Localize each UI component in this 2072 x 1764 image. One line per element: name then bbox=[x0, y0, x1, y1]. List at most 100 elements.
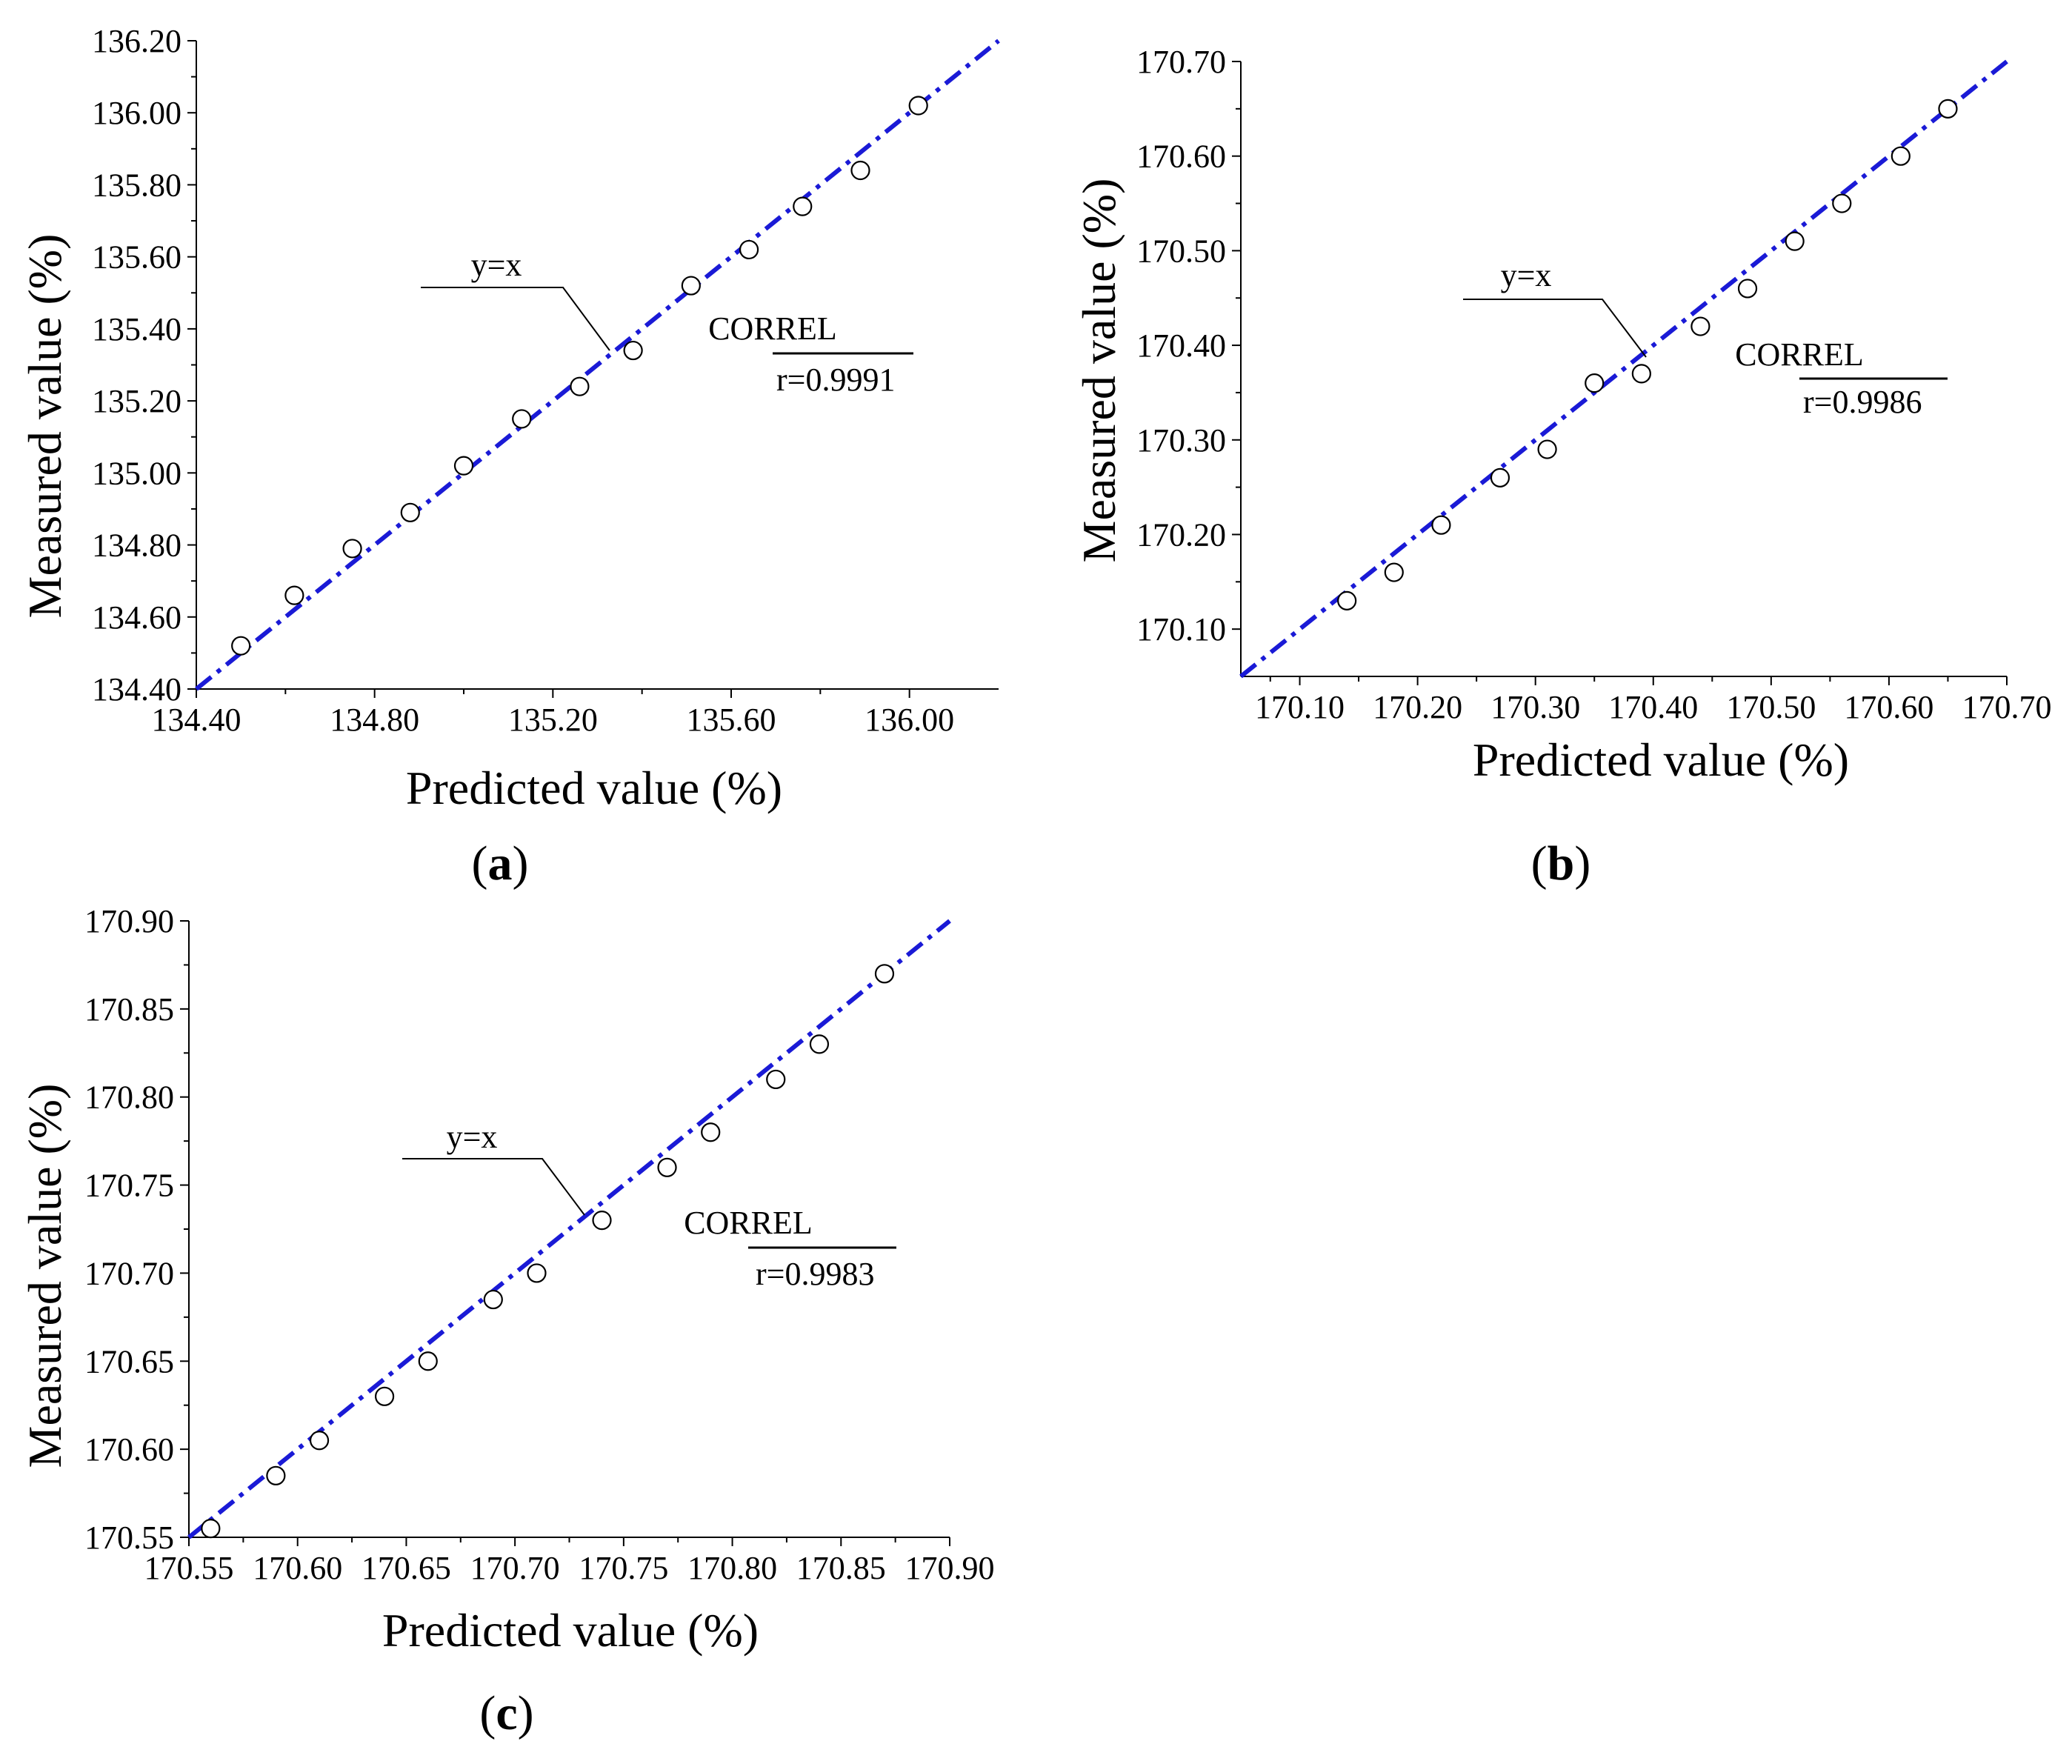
y-tick-label-b: 170.70 bbox=[1136, 44, 1226, 80]
x-axis-title-b: Predicted value (%) bbox=[1473, 733, 1849, 786]
data-point-b bbox=[1631, 364, 1651, 384]
y-tick-label-a: 136.20 bbox=[92, 23, 181, 59]
x-tick-label-b: 170.10 bbox=[1255, 689, 1345, 725]
data-point-b bbox=[1337, 590, 1357, 610]
y-tick-label-b: 170.10 bbox=[1136, 611, 1226, 648]
x-tick-label-c: 170.65 bbox=[362, 1550, 451, 1586]
x-tick-label-a: 136.00 bbox=[865, 702, 954, 738]
data-point-a bbox=[623, 340, 643, 361]
x-axis-title-c: Predicted value (%) bbox=[382, 1604, 759, 1657]
data-point-c bbox=[418, 1351, 438, 1371]
data-point-b bbox=[1690, 316, 1710, 336]
data-point-c bbox=[374, 1386, 395, 1406]
panel-label-letter-c: c bbox=[496, 1686, 517, 1740]
data-point-c bbox=[701, 1122, 721, 1142]
panel-label-open-b: ( bbox=[1531, 836, 1548, 891]
data-point-a bbox=[793, 196, 813, 216]
y-tick-label-c: 170.70 bbox=[84, 1255, 174, 1291]
y-tick-label-c: 170.55 bbox=[84, 1520, 174, 1556]
correl-value-a: r=0.9991 bbox=[776, 362, 895, 398]
x-tick-label-b: 170.60 bbox=[1844, 689, 1933, 725]
data-point-a bbox=[850, 160, 870, 181]
data-point-b bbox=[1431, 515, 1451, 535]
y-axis-title-c: Measured value (%) bbox=[19, 1084, 71, 1468]
data-point-a bbox=[739, 239, 759, 260]
data-point-c bbox=[483, 1289, 503, 1310]
y-tick-label-c: 170.65 bbox=[84, 1343, 174, 1379]
y-tick-label-b: 170.30 bbox=[1136, 422, 1226, 459]
y-tick-label-a: 135.20 bbox=[92, 383, 181, 419]
data-point-c bbox=[527, 1263, 547, 1283]
y-axis-title-b: Measured value (%) bbox=[1073, 179, 1125, 563]
x-tick-label-a: 134.80 bbox=[330, 702, 419, 738]
y-tick-label-a: 135.60 bbox=[92, 239, 181, 276]
reference-line-leader-a bbox=[421, 287, 610, 351]
data-point-b bbox=[1384, 562, 1404, 582]
y-tick-label-b: 170.60 bbox=[1136, 139, 1226, 175]
reference-line-label-a: y=x bbox=[471, 247, 522, 283]
y-tick-label-a: 134.80 bbox=[92, 527, 181, 564]
data-point-c bbox=[657, 1157, 677, 1177]
reference-line-c bbox=[187, 919, 951, 1540]
data-point-b bbox=[1490, 467, 1510, 487]
data-point-b bbox=[1737, 279, 1758, 299]
panel-label-b: (b) bbox=[1531, 836, 1591, 891]
x-tick-label-b: 170.70 bbox=[1962, 689, 2052, 725]
data-point-c bbox=[201, 1519, 221, 1539]
data-point-b bbox=[1938, 99, 1958, 119]
y-tick-label-a: 135.00 bbox=[92, 455, 181, 491]
panel-label-a: (a) bbox=[472, 836, 529, 891]
reference-line-label-b: y=x bbox=[1501, 257, 1552, 293]
y-tick-label-a: 135.80 bbox=[92, 167, 181, 203]
data-point-a bbox=[908, 96, 928, 116]
panel-label-letter-a: a bbox=[488, 836, 513, 891]
chart-panel-b: 170.10 170.20 170.30 170.40 170.50 170.60 170.… bbox=[1073, 44, 2052, 891]
x-tick-label-c: 170.75 bbox=[579, 1550, 668, 1586]
y-tick-label-c: 170.75 bbox=[84, 1168, 174, 1204]
y-axis-title-a: Measured value (%) bbox=[19, 234, 71, 619]
y-tick-label-a: 134.60 bbox=[92, 599, 181, 636]
x-axis-title-a: Predicted value (%) bbox=[406, 762, 782, 814]
data-point-a bbox=[400, 502, 420, 522]
data-point-c bbox=[592, 1211, 612, 1231]
data-point-a bbox=[342, 539, 362, 559]
data-point-a bbox=[570, 376, 590, 396]
y-tick-label-c: 170.80 bbox=[84, 1079, 174, 1116]
panel-label-c: (c) bbox=[479, 1686, 533, 1740]
panel-label-open-c: ( bbox=[479, 1686, 496, 1740]
y-tick-label-b: 170.40 bbox=[1136, 327, 1226, 364]
x-tick-label-b: 170.50 bbox=[1726, 689, 1816, 725]
x-tick-label-a: 134.40 bbox=[152, 702, 241, 738]
panel-label-letter-b: b bbox=[1548, 836, 1575, 891]
data-point-c bbox=[874, 964, 895, 984]
correl-title-a: CORREL bbox=[708, 310, 837, 347]
x-tick-label-b: 170.30 bbox=[1490, 689, 1580, 725]
reference-line-leader-b bbox=[1463, 299, 1647, 358]
plot-layer-b: 170.10 170.20 170.30 170.40 170.50 170.60 170.… bbox=[1136, 44, 2052, 725]
data-point-b bbox=[1832, 193, 1852, 213]
panel-label-close-b: ) bbox=[1574, 836, 1590, 891]
data-point-c bbox=[309, 1431, 330, 1451]
panel-label-close-c: ) bbox=[518, 1686, 534, 1740]
x-tick-label-c: 170.70 bbox=[470, 1550, 560, 1586]
data-point-b bbox=[1891, 146, 1911, 166]
reference-line-b bbox=[1239, 59, 2008, 679]
x-tick-label-c: 170.80 bbox=[687, 1550, 777, 1586]
x-tick-label-c: 170.85 bbox=[796, 1550, 886, 1586]
y-tick-label-a: 136.00 bbox=[92, 95, 181, 131]
y-tick-label-b: 170.20 bbox=[1136, 516, 1226, 553]
x-tick-label-c: 170.60 bbox=[253, 1550, 342, 1586]
correl-title-c: CORREL bbox=[684, 1205, 813, 1241]
data-point-c bbox=[766, 1069, 786, 1090]
data-point-c bbox=[809, 1034, 830, 1054]
y-tick-label-c: 170.60 bbox=[84, 1431, 174, 1468]
data-point-b bbox=[1585, 373, 1605, 393]
x-tick-label-a: 135.60 bbox=[687, 702, 776, 738]
correl-title-b: CORREL bbox=[1735, 336, 1864, 373]
reference-line-label-c: y=x bbox=[447, 1119, 498, 1155]
chart-panel-c: 170.55 170.60 170.65 170.70 170.75 170.80 170.… bbox=[19, 903, 995, 1740]
chart-panel-a: 134.40 134.60 134.80 135.00 135.20 135.40 135.… bbox=[19, 23, 1000, 891]
reference-line-a bbox=[195, 39, 1000, 691]
plot-layer-a: 134.40 134.60 134.80 135.00 135.20 135.40 135.… bbox=[92, 23, 1000, 738]
panel-label-open-a: ( bbox=[472, 836, 488, 891]
